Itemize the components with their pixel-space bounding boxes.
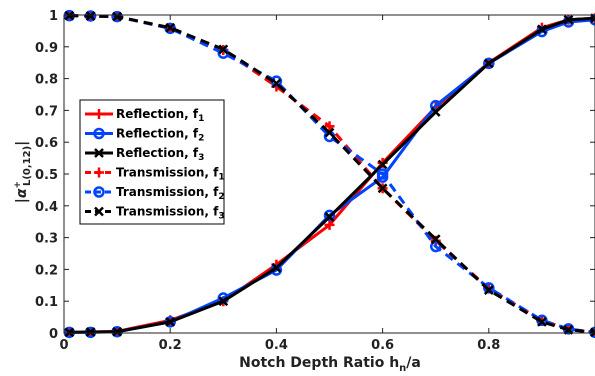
data-point [377, 183, 388, 194]
series-layer [63, 9, 595, 339]
legend: Reflection, f1 Reflection, f2 Reflection, … [79, 99, 225, 225]
data-point [112, 11, 122, 22]
data-point [85, 327, 96, 337]
data-point [537, 316, 547, 327]
x-tick-label: 0.6 [371, 338, 394, 353]
y-tick-label: 0.8 [35, 73, 58, 88]
x-tick-label: 0.2 [159, 338, 182, 353]
y-tick-label: 0.4 [35, 200, 58, 215]
legend-entry: Reflection, f1 [85, 107, 204, 124]
data-point [430, 107, 441, 117]
data-point [271, 262, 282, 273]
legend-entry: Transmission, f3 [85, 205, 225, 222]
series-6 [64, 10, 595, 338]
data-point [537, 24, 547, 35]
legend-label: Reflection, f3 [116, 146, 204, 163]
legend-entry: Transmission, f1 [85, 166, 225, 183]
legend-entry: Reflection, f2 [85, 127, 204, 144]
y-tick-label: 0.7 [35, 104, 58, 119]
data-point [165, 316, 176, 327]
x-axis-label: Notch Depth Ratio hn/a [239, 355, 421, 374]
legend-marker [93, 127, 105, 140]
y-tick-label: 0 [49, 327, 58, 342]
data-point [377, 159, 388, 170]
legend-marker [94, 148, 104, 158]
x-tick-label: 0.4 [265, 338, 288, 353]
legend-entry: Reflection, f3 [85, 146, 204, 163]
data-point [324, 212, 335, 222]
data-point [324, 121, 335, 132]
y-tick-label: 0.5 [35, 168, 58, 183]
data-point [85, 11, 96, 21]
series-3 [64, 13, 595, 338]
y-tick-label: 0.6 [35, 136, 58, 151]
data-point [218, 296, 229, 307]
data-point [563, 324, 574, 335]
data-point [429, 240, 442, 253]
data-point [430, 234, 441, 245]
svg-text:|α+L(0,12)|: |α+L(0,12)| [13, 141, 33, 204]
legend-marker [94, 206, 104, 217]
y-axis-label: |α+L(0,12)| [13, 141, 33, 204]
data-point [323, 209, 336, 222]
tick-labels: 0 0.2 0.4 0.6 0.8 0 0.1 0.2 0.3 0.4 0.5 0.6 0.7 0.8 0.… [35, 9, 595, 353]
y-tick-label: 0.1 [35, 295, 58, 310]
data-point [112, 326, 122, 337]
data-point [165, 22, 176, 33]
legend-box [79, 99, 225, 225]
data-point [483, 58, 494, 69]
legend-label: Reflection, f1 [116, 107, 204, 124]
legend-label: Transmission, f2 [116, 185, 225, 202]
data-point [324, 219, 335, 230]
data-point [590, 327, 595, 338]
data-point [483, 57, 495, 70]
legend-marker [94, 167, 104, 178]
data-point [218, 44, 229, 55]
data-point [324, 127, 335, 138]
data-point [590, 13, 595, 24]
legend-label: Transmission, f3 [116, 205, 225, 222]
data-point [483, 285, 494, 295]
data-point [271, 78, 282, 89]
y-tick-label: 0.3 [35, 232, 58, 247]
x-tick-label: 0.8 [477, 338, 500, 353]
legend-marker [94, 109, 104, 119]
legend-label: Reflection, f2 [116, 127, 204, 144]
data-point [64, 327, 75, 338]
y-tick-label: 0.9 [35, 41, 58, 56]
legend-marker [93, 186, 105, 198]
data-point [563, 14, 574, 25]
x-tick-label: 0 [59, 338, 68, 353]
y-tick-label: 0.2 [35, 263, 58, 278]
data-point [64, 10, 75, 21]
y-tick-label: 1 [49, 9, 58, 24]
legend-label: Transmission, f1 [116, 166, 225, 183]
data-point [376, 168, 389, 180]
legend-entry: Transmission, f2 [85, 185, 225, 202]
